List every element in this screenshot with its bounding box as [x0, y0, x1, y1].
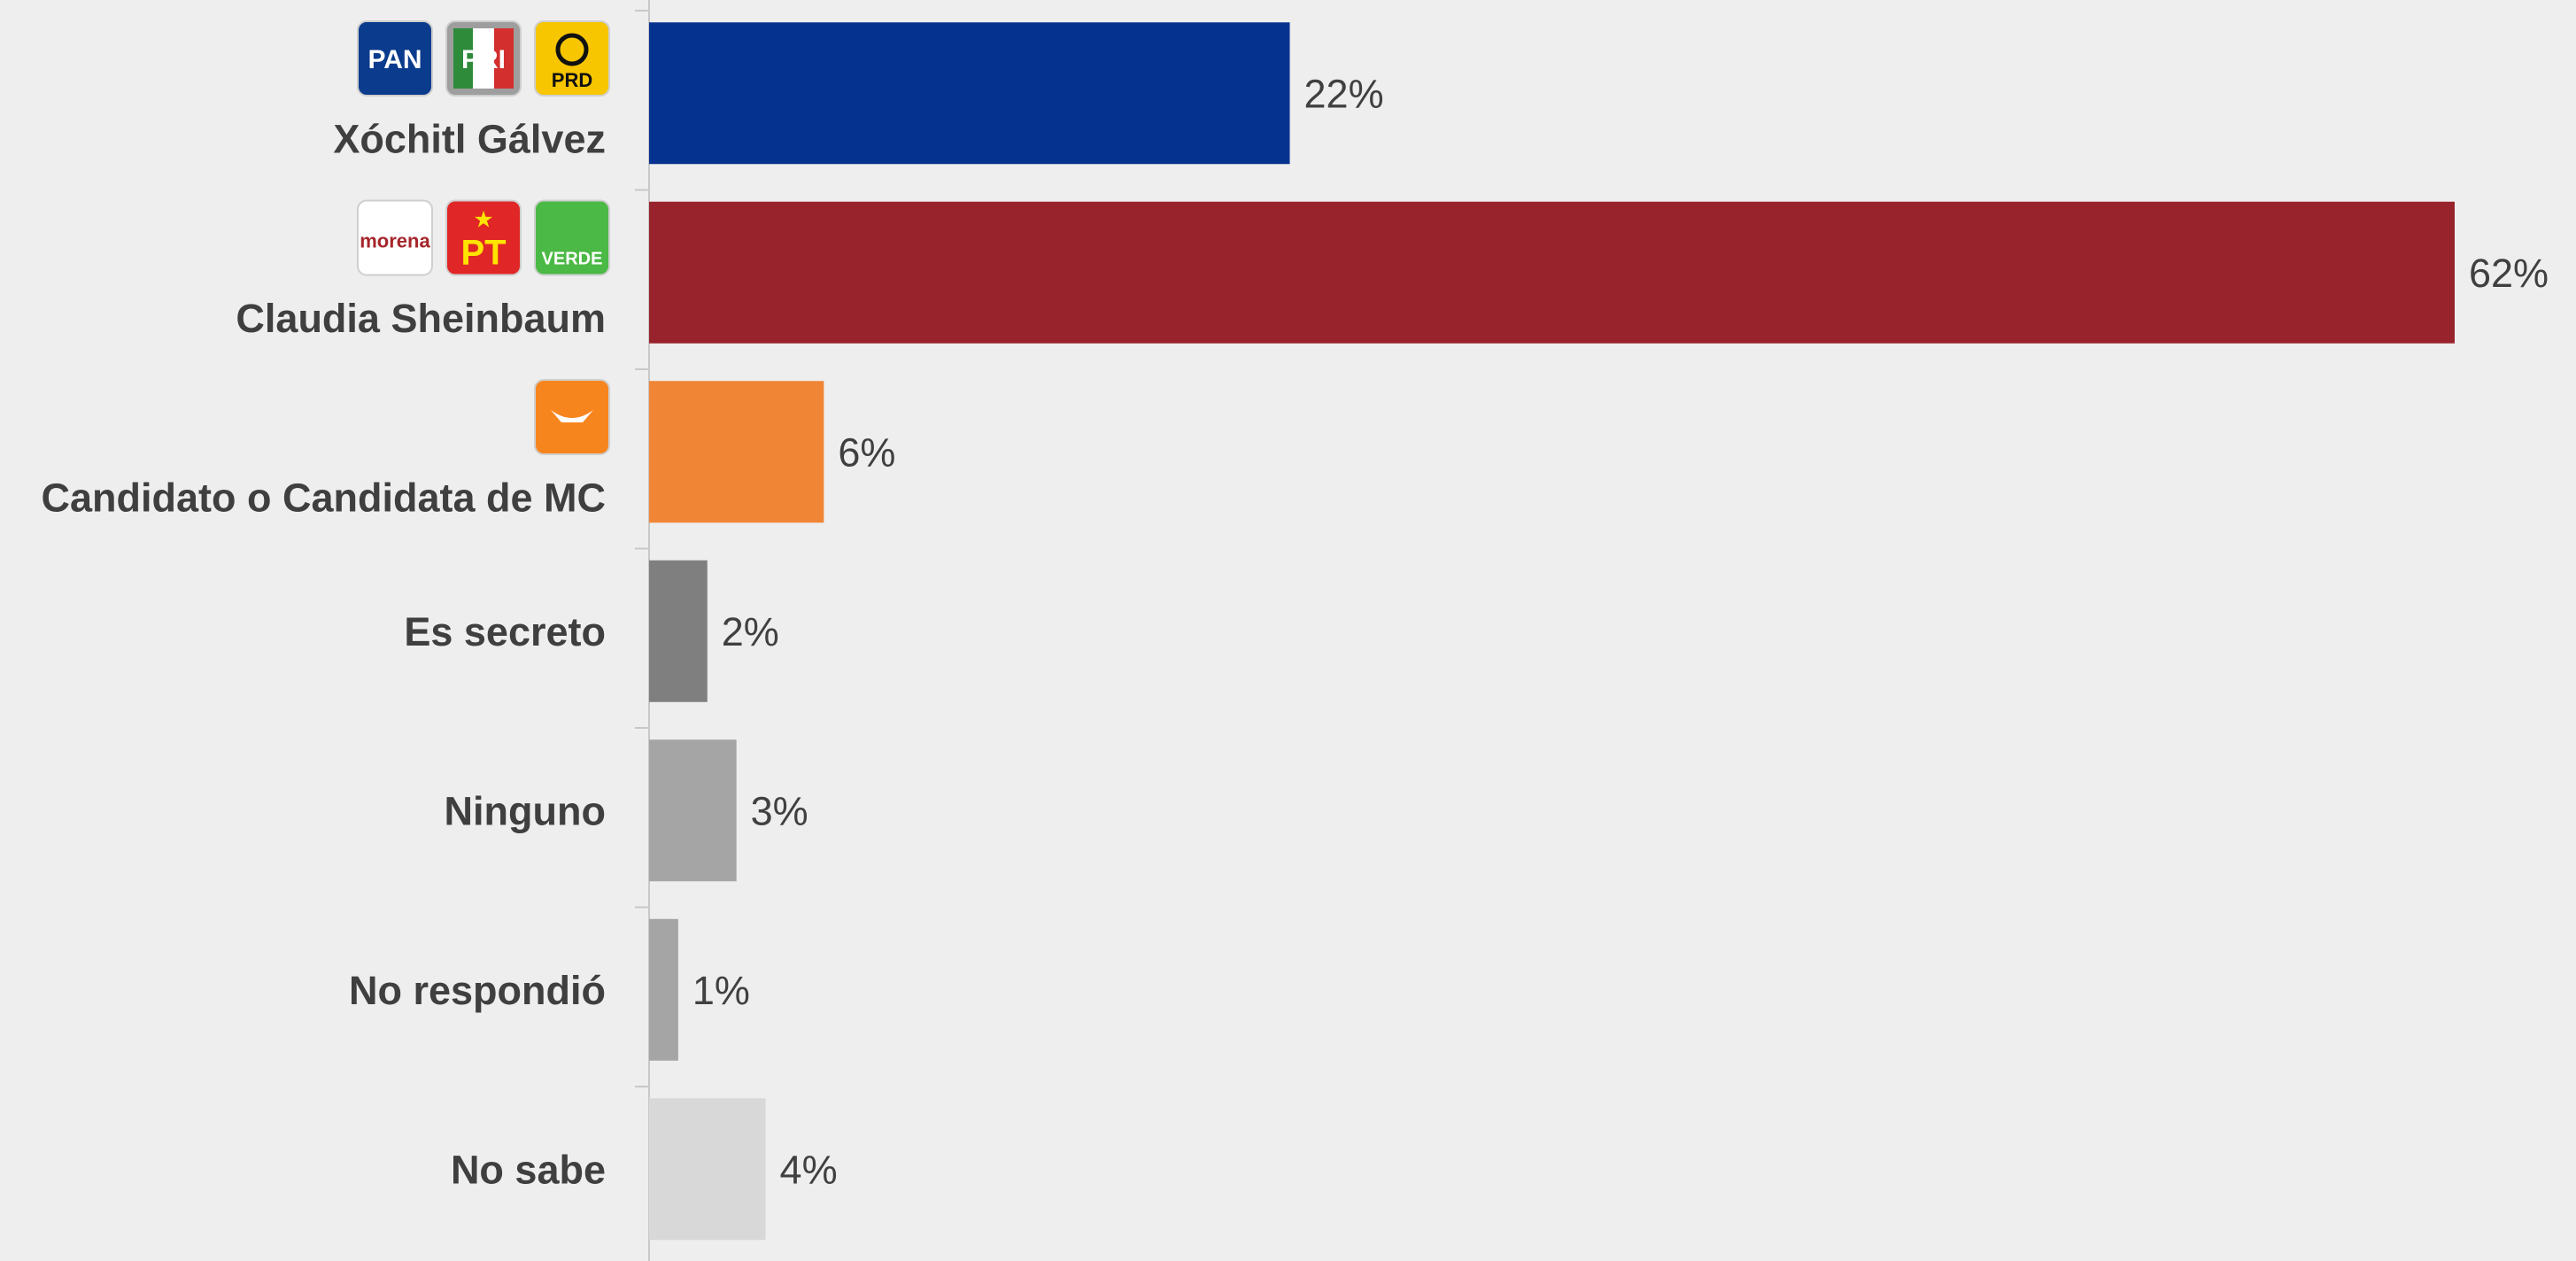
logo-text: VERDE — [542, 250, 603, 269]
logos-layer: PRD PRI PAN VERDE ★PT morena — [357, 20, 610, 455]
logo-text: PT — [460, 234, 506, 273]
logo-text: PRD — [552, 69, 592, 91]
pri-logo: PRI — [445, 20, 522, 97]
logo-text: PAN — [367, 45, 422, 74]
category-label: Es secreto — [404, 609, 606, 654]
category-label: Ninguno — [445, 788, 606, 833]
data-label: 2% — [722, 609, 779, 654]
category-label: Xóchitl Gálvez — [333, 117, 606, 162]
bar — [649, 918, 678, 1061]
prd-logo: PRD — [534, 20, 610, 97]
data-label: 6% — [838, 429, 895, 475]
data-label: 62% — [2469, 251, 2549, 296]
data-label: 1% — [692, 968, 750, 1013]
logo-text: morena — [360, 230, 430, 252]
category-label: No respondió — [349, 968, 606, 1013]
bar — [649, 1098, 766, 1241]
data-label: 3% — [751, 788, 808, 833]
movimiento-ciudadano-logo — [534, 379, 610, 455]
bar — [649, 560, 708, 702]
svg-text:★: ★ — [473, 206, 493, 233]
axis-layer — [635, 0, 650, 1261]
data-label: 4% — [780, 1147, 838, 1192]
pan-logo: PAN — [357, 20, 433, 97]
category-label: Candidato o Candidata de MC — [41, 476, 606, 521]
pt-logo: ★PT — [445, 199, 522, 276]
logo-text: PRI — [461, 45, 506, 74]
bar — [649, 201, 2455, 344]
data-label: 22% — [1304, 71, 1384, 116]
bar — [649, 381, 824, 523]
category-label: Claudia Sheinbaum — [236, 296, 606, 341]
category-label: No sabe — [451, 1147, 606, 1192]
bars-layer — [649, 22, 2455, 1241]
verde-logo: VERDE — [534, 199, 610, 276]
bar — [649, 22, 1290, 165]
labels-layer: 22% Xóchitl Gálvez 62% Claudia Sheinbaum 6% C… — [41, 71, 2549, 1192]
bar — [649, 739, 737, 882]
morena-logo: morena — [357, 199, 433, 276]
